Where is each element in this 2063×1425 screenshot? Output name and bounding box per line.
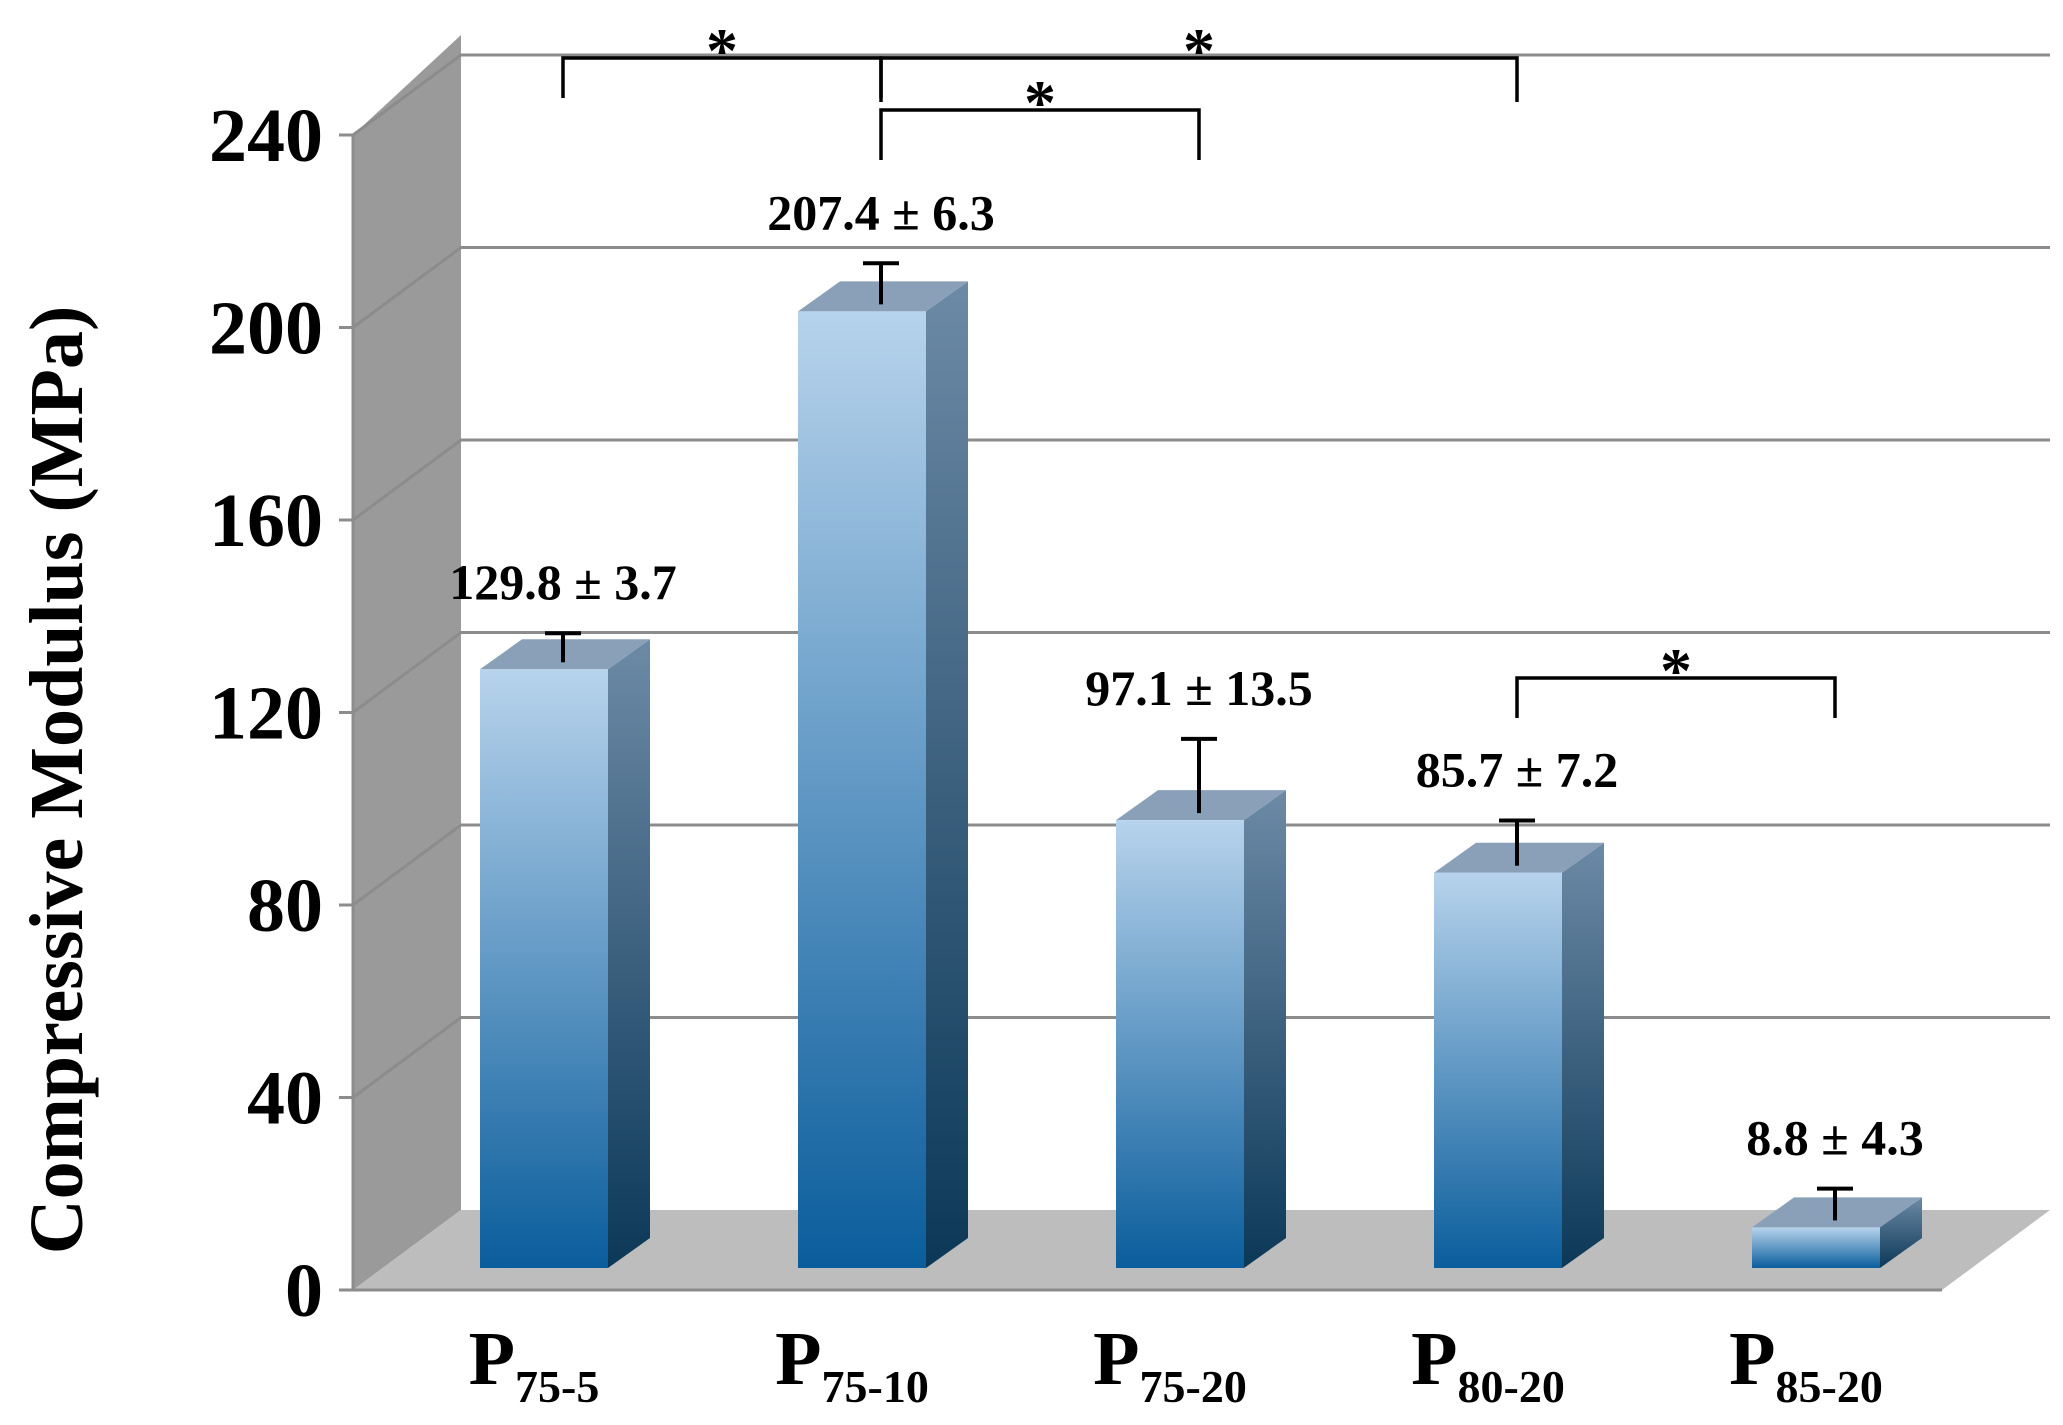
significance-bracket: * bbox=[879, 15, 1519, 102]
significance-star: * bbox=[706, 15, 738, 86]
data-label: 129.8 ± 3.7 bbox=[449, 554, 676, 610]
x-tick-label: P75-20 bbox=[1093, 1317, 1247, 1412]
x-tick-label: P85-20 bbox=[1729, 1317, 1883, 1412]
bar-front bbox=[798, 311, 926, 1268]
side-wall bbox=[353, 35, 461, 1290]
data-label: 8.8 ± 4.3 bbox=[1746, 1110, 1923, 1166]
bar-1 bbox=[480, 639, 650, 1268]
data-label: 85.7 ± 7.2 bbox=[1416, 741, 1618, 797]
bar-front bbox=[1434, 872, 1562, 1268]
bar-2 bbox=[798, 281, 968, 1268]
error-bar bbox=[863, 261, 899, 305]
x-tick-label-sub: 75-20 bbox=[1140, 1361, 1247, 1412]
bar-front bbox=[480, 669, 608, 1268]
gridline bbox=[352, 246, 2050, 329]
error-bar bbox=[545, 631, 581, 663]
x-tick-label-sub: 75-5 bbox=[515, 1361, 599, 1412]
y-tick-label: 120 bbox=[209, 672, 323, 756]
y-tick-label: 200 bbox=[209, 287, 323, 371]
bar-side bbox=[1244, 790, 1286, 1268]
bar-3 bbox=[1116, 790, 1286, 1268]
gridline bbox=[352, 823, 2050, 907]
x-tick-label-main: P bbox=[469, 1317, 515, 1401]
bar-4 bbox=[1434, 842, 1604, 1268]
bar-side bbox=[926, 281, 968, 1268]
x-tick-label-main: P bbox=[775, 1317, 821, 1401]
significance-bracket: * bbox=[879, 67, 1201, 160]
bar-side bbox=[1880, 1197, 1922, 1268]
significance-star: * bbox=[1660, 635, 1692, 706]
x-tick-label-main: P bbox=[1729, 1317, 1775, 1401]
x-tick-label: P80-20 bbox=[1411, 1317, 1565, 1412]
x-tick-label-main: P bbox=[1093, 1317, 1139, 1401]
error-bar bbox=[1499, 818, 1535, 866]
gridline bbox=[352, 53, 2050, 137]
x-tick-label-sub: 75-10 bbox=[822, 1361, 929, 1412]
y-tick-label: 0 bbox=[285, 1249, 323, 1333]
x-tick-label-main: P bbox=[1411, 1317, 1457, 1401]
error-bar bbox=[1817, 1186, 1853, 1221]
y-tick-label: 240 bbox=[209, 94, 323, 178]
bar-side bbox=[608, 639, 650, 1268]
bar-side bbox=[1562, 842, 1604, 1268]
significance-star: * bbox=[1024, 67, 1056, 138]
data-label: 97.1 ± 13.5 bbox=[1085, 660, 1312, 716]
x-tick-label: P75-10 bbox=[775, 1317, 929, 1412]
significance-bracket: * bbox=[561, 15, 883, 98]
gridline bbox=[352, 438, 2050, 522]
x-tick-label-sub: 85-20 bbox=[1776, 1361, 1883, 1412]
y-axis-title: Compressive Modulus (MPa) bbox=[15, 306, 99, 1255]
gridline bbox=[352, 631, 2050, 714]
significance-bracket: * bbox=[1515, 635, 1837, 718]
bar-front bbox=[1116, 820, 1244, 1268]
y-tick-label: 80 bbox=[247, 864, 323, 948]
significance-star: * bbox=[1183, 15, 1215, 86]
y-tick-label: 160 bbox=[209, 479, 323, 563]
bar-front bbox=[1752, 1227, 1880, 1268]
data-label: 207.4 ± 6.3 bbox=[767, 184, 994, 240]
y-tick-label: 40 bbox=[247, 1057, 323, 1141]
error-bar bbox=[1181, 736, 1217, 814]
x-tick-label-sub: 80-20 bbox=[1458, 1361, 1565, 1412]
x-tick-label: P75-5 bbox=[469, 1317, 600, 1412]
